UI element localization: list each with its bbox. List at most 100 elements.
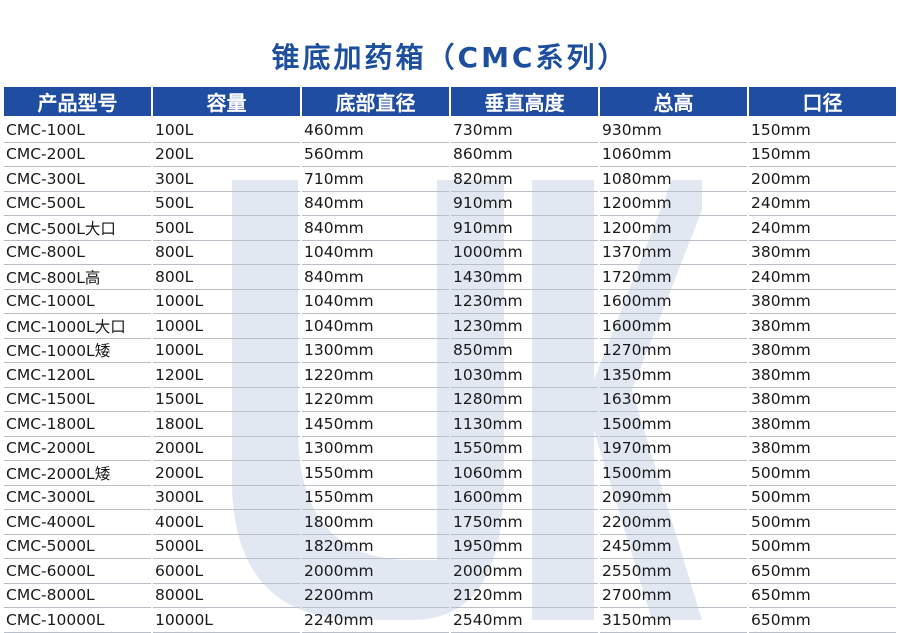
capacity-cell: 300L — [153, 167, 300, 192]
model-cell: CMC-4000L — [4, 510, 151, 535]
opening-cell: 380mm — [749, 388, 896, 412]
total-height-cell: 1370mm — [600, 241, 747, 265]
total-height-cell: 1500mm — [600, 412, 747, 437]
vertical-height-cell: 1280mm — [451, 388, 598, 412]
table-row: CMC-6000L 6000L 2000mm 2000mm 2550mm 650mm — [4, 559, 896, 584]
table-body: CMC-100L 100L 460mm 730mm 930mm 150mm CMC-200L… — [4, 118, 896, 633]
opening-cell: 650mm — [749, 608, 896, 633]
bottom-diameter-cell: 1220mm — [302, 363, 449, 388]
model-cell: CMC-2000L — [4, 437, 151, 461]
model-cell: CMC-200L — [4, 143, 151, 167]
total-height-cell: 3150mm — [600, 608, 747, 633]
bottom-diameter-cell: 1300mm — [302, 437, 449, 461]
bottom-diameter-cell: 840mm — [302, 265, 449, 290]
vertical-height-cell: 910mm — [451, 192, 598, 216]
total-height-cell: 1600mm — [600, 290, 747, 314]
total-height-cell: 1720mm — [600, 265, 747, 290]
bottom-diameter-cell: 2240mm — [302, 608, 449, 633]
capacity-cell: 800L — [153, 265, 300, 290]
model-cell: CMC-1200L — [4, 363, 151, 388]
bottom-diameter-cell: 1040mm — [302, 241, 449, 265]
total-height-cell: 1630mm — [600, 388, 747, 412]
vertical-height-cell: 1950mm — [451, 535, 598, 559]
table-row: CMC-1200L 1200L 1220mm 1030mm 1350mm 380mm — [4, 363, 896, 388]
vertical-height-cell: 1750mm — [451, 510, 598, 535]
table-row: CMC-100L 100L 460mm 730mm 930mm 150mm — [4, 118, 896, 143]
vertical-height-cell: 1000mm — [451, 241, 598, 265]
opening-cell: 240mm — [749, 216, 896, 241]
opening-cell: 380mm — [749, 412, 896, 437]
model-cell: CMC-1800L — [4, 412, 151, 437]
table-header: 产品型号 容量 底部直径 垂直高度 总高 口径 — [4, 87, 896, 118]
total-height-cell: 1200mm — [600, 216, 747, 241]
bottom-diameter-cell: 1550mm — [302, 486, 449, 510]
table-row: CMC-1000L矮 1000L 1300mm 850mm 1270mm 380mm — [4, 339, 896, 363]
table-row: CMC-1500L 1500L 1220mm 1280mm 1630mm 380mm — [4, 388, 896, 412]
table-row: CMC-5000L 5000L 1820mm 1950mm 2450mm 500mm — [4, 535, 896, 559]
capacity-cell: 2000L — [153, 437, 300, 461]
total-height-cell: 2550mm — [600, 559, 747, 584]
model-cell: CMC-500L大口 — [4, 216, 151, 241]
table-row: CMC-1000L大口 1000L 1040mm 1230mm 1600mm 380mm — [4, 314, 896, 339]
opening-cell: 500mm — [749, 461, 896, 486]
capacity-cell: 8000L — [153, 584, 300, 608]
bottom-diameter-cell: 560mm — [302, 143, 449, 167]
table-row: CMC-1000L 1000L 1040mm 1230mm 1600mm 380mm — [4, 290, 896, 314]
table-row: CMC-8000L 8000L 2200mm 2120mm 2700mm 650mm — [4, 584, 896, 608]
bottom-diameter-cell: 1040mm — [302, 314, 449, 339]
vertical-height-cell: 2120mm — [451, 584, 598, 608]
vertical-height-cell: 1130mm — [451, 412, 598, 437]
opening-cell: 650mm — [749, 559, 896, 584]
capacity-cell: 1500L — [153, 388, 300, 412]
model-cell: CMC-2000L矮 — [4, 461, 151, 486]
table-row: CMC-500L大口 500L 840mm 910mm 1200mm 240mm — [4, 216, 896, 241]
model-cell: CMC-800L高 — [4, 265, 151, 290]
table-row: CMC-2000L矮 2000L 1550mm 1060mm 1500mm 500mm — [4, 461, 896, 486]
opening-cell: 150mm — [749, 118, 896, 143]
page-title: 锥底加药箱（CMC系列） — [271, 41, 629, 74]
total-height-cell: 1270mm — [600, 339, 747, 363]
bottom-diameter-cell: 1550mm — [302, 461, 449, 486]
table-row: CMC-300L 300L 710mm 820mm 1080mm 200mm — [4, 167, 896, 192]
capacity-cell: 2000L — [153, 461, 300, 486]
capacity-cell: 5000L — [153, 535, 300, 559]
model-cell: CMC-100L — [4, 118, 151, 143]
vertical-height-cell: 1430mm — [451, 265, 598, 290]
total-height-cell: 2200mm — [600, 510, 747, 535]
vertical-height-cell: 820mm — [451, 167, 598, 192]
model-cell: CMC-800L — [4, 241, 151, 265]
total-height-cell: 1600mm — [600, 314, 747, 339]
capacity-cell: 100L — [153, 118, 300, 143]
opening-cell: 380mm — [749, 314, 896, 339]
total-height-cell: 1500mm — [600, 461, 747, 486]
capacity-cell: 500L — [153, 216, 300, 241]
model-cell: CMC-300L — [4, 167, 151, 192]
model-cell: CMC-5000L — [4, 535, 151, 559]
column-header-capacity: 容量 — [153, 87, 300, 118]
capacity-cell: 10000L — [153, 608, 300, 633]
table-row: CMC-10000L 10000L 2240mm 2540mm 3150mm 650mm — [4, 608, 896, 633]
capacity-cell: 800L — [153, 241, 300, 265]
vertical-height-cell: 910mm — [451, 216, 598, 241]
bottom-diameter-cell: 2000mm — [302, 559, 449, 584]
model-cell: CMC-6000L — [4, 559, 151, 584]
model-cell: CMC-1500L — [4, 388, 151, 412]
table-row: CMC-2000L 2000L 1300mm 1550mm 1970mm 380mm — [4, 437, 896, 461]
table-row: CMC-800L 800L 1040mm 1000mm 1370mm 380mm — [4, 241, 896, 265]
capacity-cell: 3000L — [153, 486, 300, 510]
vertical-height-cell: 1030mm — [451, 363, 598, 388]
opening-cell: 200mm — [749, 167, 896, 192]
bottom-diameter-cell: 1300mm — [302, 339, 449, 363]
opening-cell: 500mm — [749, 535, 896, 559]
column-header-bottom-diameter: 底部直径 — [302, 87, 449, 118]
vertical-height-cell: 1230mm — [451, 314, 598, 339]
bottom-diameter-cell: 710mm — [302, 167, 449, 192]
capacity-cell: 1000L — [153, 314, 300, 339]
vertical-height-cell: 850mm — [451, 339, 598, 363]
capacity-cell: 1000L — [153, 339, 300, 363]
opening-cell: 150mm — [749, 143, 896, 167]
model-cell: CMC-10000L — [4, 608, 151, 633]
opening-cell: 650mm — [749, 584, 896, 608]
vertical-height-cell: 1600mm — [451, 486, 598, 510]
model-cell: CMC-1000L大口 — [4, 314, 151, 339]
